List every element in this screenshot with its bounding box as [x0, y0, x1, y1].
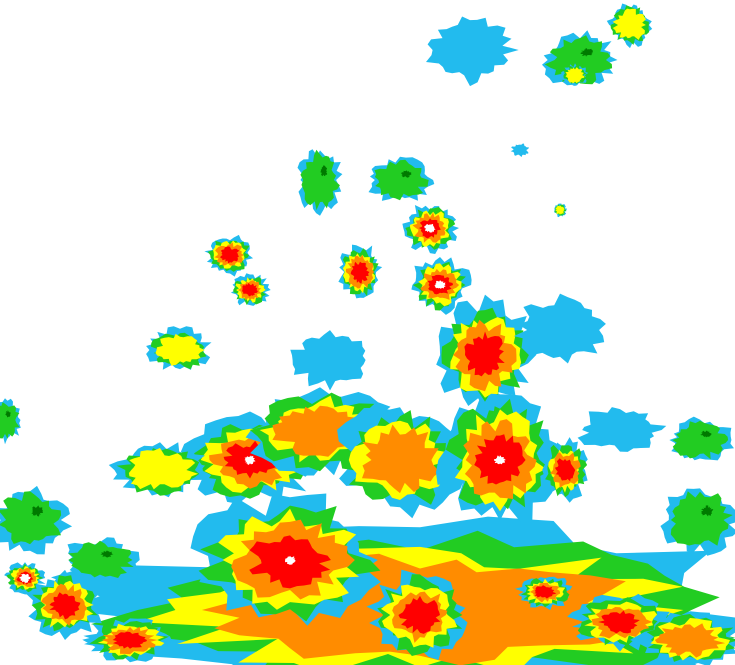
echo-red [241, 282, 258, 297]
echo-yellow [155, 333, 205, 366]
echo-green [68, 540, 134, 578]
precipitation-layer [0, 3, 735, 665]
echo-yellow [612, 8, 646, 40]
echo-red [49, 592, 81, 620]
echo-orange [362, 424, 440, 494]
echo-green [544, 35, 613, 85]
echo-green [0, 402, 20, 439]
echo-green [672, 420, 729, 460]
echo-red [220, 246, 240, 264]
echo-core [284, 555, 296, 565]
echo-cyan [290, 330, 366, 391]
echo-red [464, 331, 505, 377]
echo-yellow [128, 448, 199, 490]
echo-green [0, 491, 62, 545]
echo-cyan [426, 16, 519, 87]
echo-dark_green [400, 170, 412, 178]
echo-core [493, 455, 506, 465]
echo-green [300, 149, 340, 211]
echo-core [244, 455, 256, 465]
echo-yellow [555, 205, 565, 215]
echo-dark_green [700, 505, 714, 517]
echo-dark_green [31, 505, 44, 517]
echo-core [424, 223, 436, 233]
echo-dark_green [700, 430, 712, 438]
echo-red [350, 261, 370, 284]
echo-orange [654, 623, 726, 658]
echo-core [18, 573, 32, 583]
echo-dark_green [580, 47, 593, 57]
echo-red [534, 585, 557, 599]
echo-cyan [577, 407, 667, 452]
echo-green [670, 491, 733, 546]
echo-red [112, 631, 147, 649]
echo-red [398, 595, 441, 634]
echo-dark_green [320, 165, 328, 177]
echo-green [374, 159, 429, 201]
echo-yellow [565, 67, 585, 84]
echo-dark_green [5, 410, 11, 418]
echo-dark_green [100, 550, 114, 558]
echo-core [434, 280, 446, 289]
echo-cyan [513, 293, 606, 364]
echo-red [554, 458, 576, 482]
echo-red [598, 610, 640, 634]
echo-cyan [510, 143, 530, 157]
